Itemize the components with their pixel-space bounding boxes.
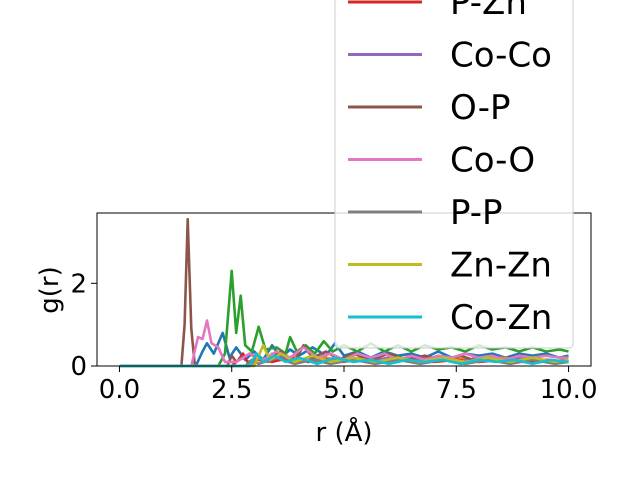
legend-label: P-P (450, 193, 503, 233)
y-tick-label: 0 (70, 352, 87, 382)
series-layer (119, 217, 569, 368)
legend-label: P-Zn (450, 0, 527, 23)
legend-label: Zn-Zn (450, 246, 552, 286)
x-tick-label: 2.5 (211, 375, 252, 405)
x-tick-label: 7.5 (436, 375, 477, 405)
legend-label: O-P (450, 88, 510, 128)
x-tick-label: 5.0 (323, 375, 364, 405)
x-axis-ticks: 0.0 2.5 5.0 7.5 10.0 (99, 366, 598, 405)
legend-box (334, 0, 574, 349)
legend-label: Co-Co (450, 36, 552, 76)
series-line-9 (119, 352, 569, 368)
legend-label: Co-O (450, 141, 535, 181)
legend-label: Co-Zn (450, 298, 552, 338)
series-line-7 (119, 356, 569, 368)
y-axis-label: g(r) (35, 266, 65, 313)
legend-entries: P-Zn Co-Co O-P Co-O P-P Zn-Zn Co-Zn (348, 0, 552, 338)
y-tick-label: 2 (70, 269, 87, 299)
x-axis-label: r (Å) (315, 416, 372, 448)
x-tick-label: 0.0 (99, 375, 140, 405)
y-axis-ticks: 02 (70, 269, 97, 382)
series-line-6 (119, 319, 569, 368)
series-line-0 (119, 331, 569, 368)
x-tick-label: 10.0 (540, 375, 598, 405)
legend: P-Zn Co-Co O-P Co-O P-P Zn-Zn Co-Zn (334, 0, 574, 349)
